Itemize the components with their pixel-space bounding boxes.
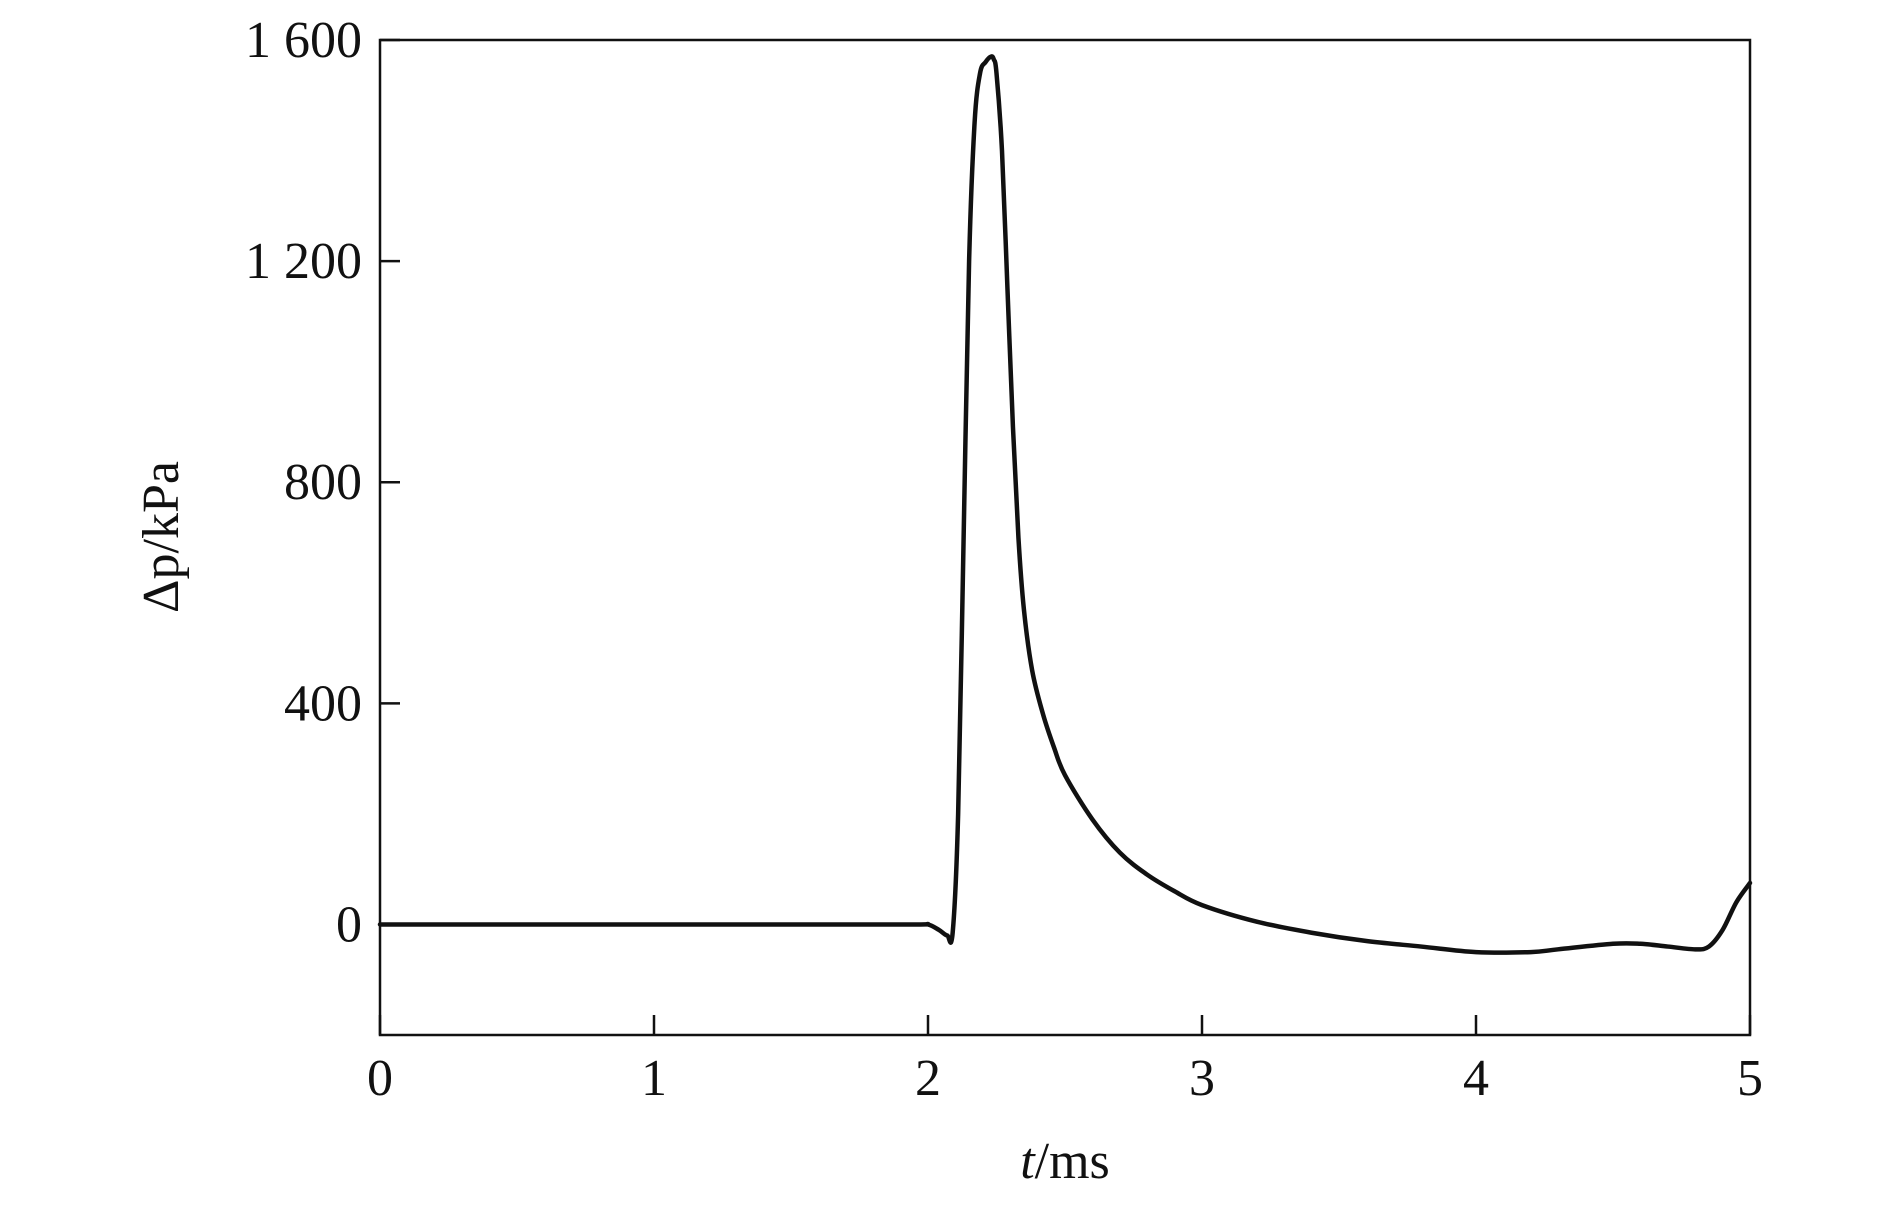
x-axis-unit: /ms xyxy=(1035,1133,1110,1190)
y-tick-label: 800 xyxy=(284,454,362,511)
x-tick-label: 4 xyxy=(1463,1050,1489,1107)
y-tick-label: 400 xyxy=(284,675,362,732)
x-axis-ticks: 0 1 2 3 4 5 xyxy=(367,1015,1763,1107)
y-tick-label: 1 600 xyxy=(245,12,362,69)
y-axis-unit: /kPa xyxy=(133,461,190,553)
x-axis-variable: t xyxy=(1020,1133,1036,1190)
x-tick-label: 1 xyxy=(641,1050,667,1107)
y-axis-variable: Δp xyxy=(133,554,190,613)
x-tick-label: 2 xyxy=(915,1050,941,1107)
x-tick-label: 5 xyxy=(1737,1050,1763,1107)
x-tick-label: 3 xyxy=(1189,1050,1215,1107)
y-axis-ticks: 0 400 800 1 200 1 600 xyxy=(245,12,400,953)
y-tick-label: 1 200 xyxy=(245,233,362,290)
y-tick-label: 0 xyxy=(336,896,362,953)
x-axis-title: t/ms xyxy=(1020,1133,1110,1190)
series-line xyxy=(377,54,1753,955)
plot-frame xyxy=(378,38,1752,1037)
y-axis-title: Δp/kPa xyxy=(133,461,190,613)
x-tick-label: 0 xyxy=(367,1050,393,1107)
